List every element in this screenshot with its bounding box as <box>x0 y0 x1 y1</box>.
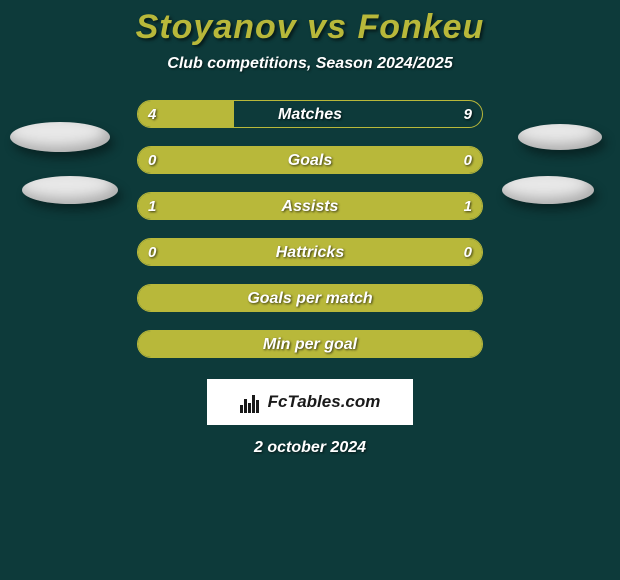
stat-row: Goals per match <box>0 275 620 321</box>
stat-bar-track: Hattricks00 <box>137 238 483 266</box>
stat-row: Hattricks00 <box>0 229 620 275</box>
comparison-chart: Matches49 Goals00 Assists11 Hattricks00 Goal… <box>0 91 620 367</box>
stat-bar-fill <box>138 147 482 173</box>
stat-bar-track: Matches49 <box>137 100 483 128</box>
stat-row: Assists11 <box>0 183 620 229</box>
brand-badge: FcTables.com <box>207 379 413 425</box>
stat-row: Min per goal <box>0 321 620 367</box>
stat-bar-fill <box>138 285 482 311</box>
stat-row: Matches49 <box>0 91 620 137</box>
subtitle: Club competitions, Season 2024/2025 <box>0 55 620 73</box>
footer-date: 2 october 2024 <box>0 439 620 457</box>
stat-bar-track: Goals per match <box>137 284 483 312</box>
vs-text: vs <box>307 8 347 46</box>
comparison-title: Stoyanov vs Fonkeu <box>0 0 620 47</box>
stat-bar-fill <box>138 239 482 265</box>
stat-bar-fill <box>138 331 482 357</box>
stat-bar-track: Min per goal <box>137 330 483 358</box>
stat-row: Goals00 <box>0 137 620 183</box>
chart-icon <box>240 391 262 413</box>
stat-value-right: 9 <box>464 101 472 128</box>
brand-text: FcTables.com <box>268 392 381 412</box>
stat-bar-fill <box>138 193 482 219</box>
player-right-name: Fonkeu <box>357 8 484 46</box>
stat-bar-fill-left <box>138 101 234 127</box>
player-left-name: Stoyanov <box>136 8 297 46</box>
stat-bar-track: Assists11 <box>137 192 483 220</box>
stat-bar-track: Goals00 <box>137 146 483 174</box>
